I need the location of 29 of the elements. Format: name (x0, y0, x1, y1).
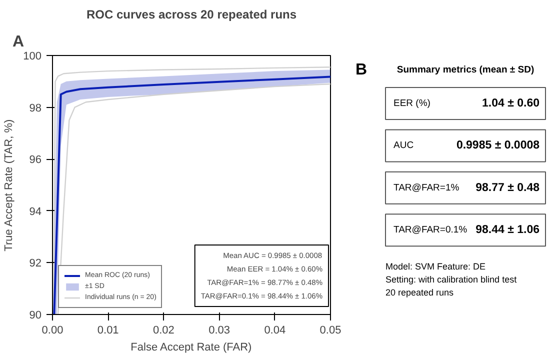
text: Setting: with calibration blind test (386, 274, 518, 285)
y-tick-label: 92 (29, 258, 42, 270)
text: Summary metrics (mean ± SD) (396, 64, 534, 76)
y-tick-label: 90 (29, 310, 42, 322)
y-axis-title: True Accept Rate (TAR, %) (3, 119, 16, 252)
y-tick-label: 98 (29, 102, 42, 114)
text: 98.77 ± 0.48 (476, 182, 540, 194)
text: 98.44 ± 1.06 (476, 224, 540, 236)
y-tick-label: 100 (23, 50, 42, 62)
category-label: TAR@FAR=0.1% (394, 224, 468, 236)
x-tick-label: 0.04 (264, 324, 286, 336)
x-axis-title: False Accept Rate (FAR) (130, 342, 252, 354)
category-label: EER (%) (394, 98, 430, 110)
x-tick-label: 0.03 (208, 324, 230, 336)
x-tick-label: 0.05 (320, 324, 342, 336)
text: 20 repeated runs (386, 288, 454, 298)
text: B (356, 62, 368, 79)
y-tick-label: 96 (29, 154, 42, 166)
x-tick-label: 0.02 (152, 324, 174, 336)
y-tick-label: 94 (29, 206, 42, 218)
text: A (12, 34, 24, 50)
x-tick-label: 0.00 (42, 324, 64, 336)
category-label: AUC (394, 140, 414, 152)
text: 1.04 ± 0.60 (482, 98, 540, 110)
category-label: TAR@FAR=1% (394, 182, 460, 194)
text: Model: SVM Feature: DE (386, 261, 486, 272)
x-tick-label: 0.01 (97, 324, 119, 336)
text: 0.9985 ± 0.0008 (456, 140, 540, 152)
chart-title: ROC curves across 20 repeated runs (86, 8, 297, 22)
